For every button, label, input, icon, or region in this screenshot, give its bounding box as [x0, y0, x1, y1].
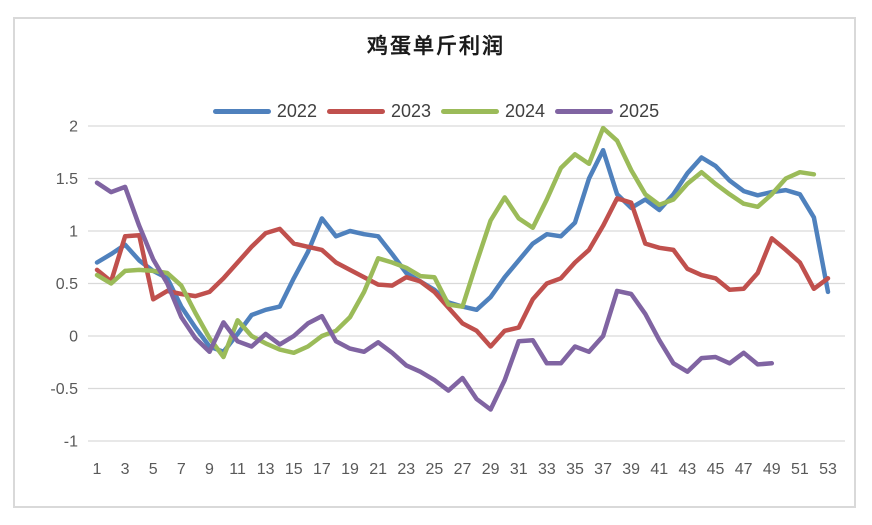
x-axis-tick-label: 49 — [763, 461, 781, 478]
x-axis-tick-label: 35 — [566, 461, 584, 478]
legend-swatch-2023 — [326, 109, 385, 114]
x-axis-tick-label: 7 — [177, 461, 186, 478]
legend-item-2023: 2023 — [326, 101, 431, 122]
x-axis-tick-label: 43 — [679, 461, 697, 478]
x-axis-tick-label: 33 — [538, 461, 556, 478]
y-axis-tick-label: 0.5 — [56, 276, 78, 293]
x-axis-tick-label: 41 — [650, 461, 668, 478]
series-line-2023 — [94, 196, 831, 349]
x-axis-tick-label: 27 — [454, 461, 472, 478]
x-axis-tick-label: 15 — [285, 461, 303, 478]
legend-label-2022: 2022 — [276, 101, 317, 121]
x-axis-tick-label: 19 — [341, 461, 359, 478]
y-axis-tick-label: -1 — [64, 434, 78, 451]
x-axis-tick-label: 29 — [482, 461, 500, 478]
x-axis-tick-label: 37 — [594, 461, 612, 478]
x-axis-tick-label: 39 — [622, 461, 640, 478]
series-line-2024 — [94, 125, 817, 360]
legend-item-2022: 2022 — [212, 101, 317, 122]
legend-label-2025: 2025 — [619, 101, 660, 121]
legend-label-2023: 2023 — [390, 101, 431, 121]
x-axis-tick-label: 21 — [369, 461, 387, 478]
legend-item-2024: 2024 — [441, 101, 545, 122]
x-axis-tick-label: 45 — [707, 461, 725, 478]
x-axis-tick-label: 23 — [397, 461, 415, 478]
chart-legend: 2022 2023 2024 2025 — [0, 101, 872, 122]
chart-title: 鸡蛋单斤利润 — [367, 33, 505, 58]
y-axis-tick-label: 1.5 — [56, 171, 78, 188]
x-axis-tick-label: 17 — [313, 461, 331, 478]
x-axis-tick-label: 13 — [257, 461, 275, 478]
x-axis-tick-label: 31 — [510, 461, 528, 478]
x-axis-tick-label: 1 — [93, 461, 102, 478]
legend-swatch-2025 — [555, 109, 614, 114]
legend-swatch-2024 — [441, 109, 499, 114]
series-line-2025 — [94, 180, 775, 412]
legend-label-2024: 2024 — [505, 101, 546, 121]
x-axis-tick-label: 11 — [229, 461, 246, 478]
x-axis-tick-label: 9 — [205, 461, 214, 478]
x-axis-tick-label: 51 — [791, 461, 809, 478]
y-axis-tick-label: 0 — [69, 329, 78, 346]
y-axis-tick-label: 1 — [69, 224, 78, 241]
y-axis-tick-label: -0.5 — [50, 381, 78, 398]
y-axis-tick-label: 2 — [69, 119, 78, 136]
x-axis-tick-label: 25 — [425, 461, 443, 478]
legend-item-2025: 2025 — [555, 101, 659, 122]
x-axis-tick-label: 5 — [149, 461, 158, 478]
x-axis-tick-label: 47 — [735, 461, 753, 478]
x-axis-tick-label: 53 — [819, 461, 837, 478]
x-axis-tick-label: 3 — [121, 461, 130, 478]
legend-swatch-2022 — [212, 109, 271, 114]
